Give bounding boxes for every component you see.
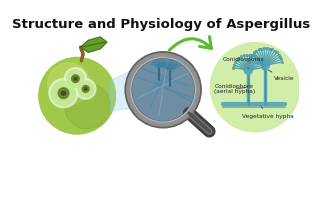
Text: Conidiospores: Conidiospores — [223, 57, 265, 68]
Circle shape — [47, 63, 90, 105]
Circle shape — [84, 88, 87, 90]
Circle shape — [131, 57, 195, 122]
Circle shape — [261, 61, 270, 69]
Circle shape — [76, 79, 96, 99]
Circle shape — [61, 91, 66, 95]
Text: Vesicle: Vesicle — [268, 70, 295, 81]
Circle shape — [64, 68, 87, 90]
Circle shape — [58, 88, 69, 99]
Circle shape — [64, 83, 110, 129]
Polygon shape — [80, 37, 107, 52]
FancyArrowPatch shape — [169, 37, 211, 50]
Circle shape — [244, 66, 253, 74]
Circle shape — [78, 81, 93, 97]
Circle shape — [39, 57, 115, 134]
Circle shape — [72, 75, 79, 83]
Circle shape — [74, 77, 77, 80]
Circle shape — [82, 85, 89, 92]
Circle shape — [52, 81, 76, 105]
Circle shape — [49, 79, 78, 108]
Circle shape — [211, 43, 299, 132]
Polygon shape — [110, 71, 131, 111]
Text: Conidiophore
(aerial hypha): Conidiophore (aerial hypha) — [214, 84, 255, 94]
Circle shape — [67, 70, 84, 87]
Circle shape — [129, 56, 197, 124]
Text: Structure and Physiology of Aspergillus: Structure and Physiology of Aspergillus — [12, 18, 311, 31]
Text: Vegetative hypha: Vegetative hypha — [242, 106, 294, 119]
